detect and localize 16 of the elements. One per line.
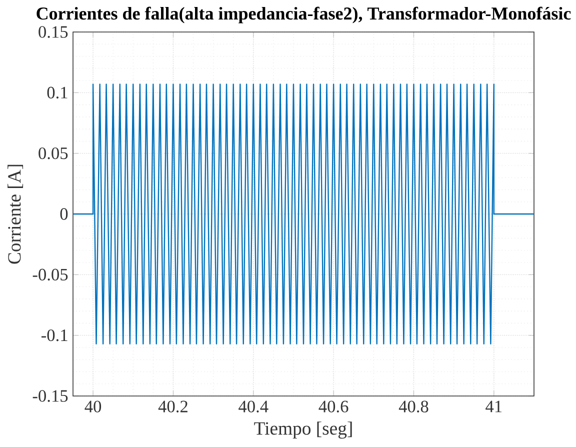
y-tick-label: -0.15 — [32, 390, 68, 402]
x-tick-label: 40.8 — [398, 400, 428, 412]
x-tick-label: 41 — [486, 400, 502, 412]
x-tick-label: 40 — [84, 400, 102, 412]
y-tick-label: -0.1 — [42, 329, 68, 342]
y-axis-title: Corriente [A] — [8, 164, 24, 264]
y-tick-label: -0.05 — [32, 268, 68, 281]
y-tick-label: 0.1 — [47, 86, 68, 99]
x-tick-label: 40.2 — [158, 400, 188, 412]
y-tick-label: 0.05 — [38, 147, 68, 160]
x-tick-label: 40.4 — [238, 400, 268, 412]
y-tick-label: 0 — [60, 208, 68, 220]
x-tick-label: 40.6 — [318, 400, 348, 412]
x-axis-title: Tiempo [seg] — [254, 422, 352, 439]
y-tick-label: 0.15 — [38, 26, 68, 38]
chart-title: Corrientes de falla(alta impedancia-fase2), Transformador-Monofásic — [36, 6, 571, 24]
